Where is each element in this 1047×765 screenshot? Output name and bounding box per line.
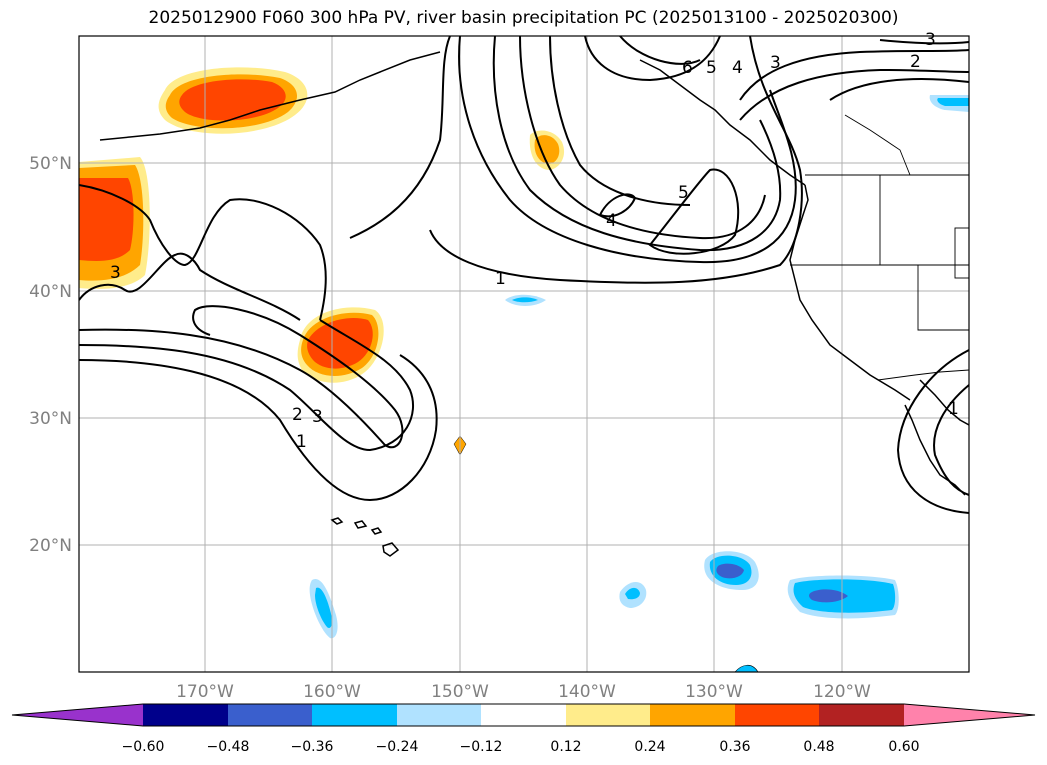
- lon-label: 150°W: [431, 682, 489, 702]
- contour-label: 1: [296, 432, 307, 452]
- colorbar-tick: 0.12: [550, 739, 581, 755]
- graticule: [79, 36, 969, 672]
- colorbar-tick: 0.48: [803, 739, 834, 755]
- contour-label: 5: [706, 58, 717, 78]
- contour-label: 6: [682, 58, 693, 78]
- colorbar-ticks: −0.60 −0.48 −0.36 −0.24 −0.12 0.12 0.24 …: [122, 739, 920, 755]
- colorbar-tick: −0.36: [291, 739, 334, 755]
- contour-label: 2: [292, 405, 303, 425]
- contour-label: 2: [910, 52, 921, 72]
- contour-label: 4: [732, 58, 743, 78]
- colorbar-segment: [904, 704, 1035, 726]
- colorbar-segment: [650, 704, 735, 726]
- contour-labels: 1 4 5 6 5 4 3 2 3 3 2 3 1 1: [110, 30, 959, 452]
- colorbar-tick: −0.24: [376, 739, 419, 755]
- contour-label: 3: [770, 53, 781, 73]
- colorbar-segment: [143, 704, 228, 726]
- lon-label: 130°W: [685, 682, 743, 702]
- coastlines: [99, 51, 969, 557]
- lon-label: 140°W: [558, 682, 616, 702]
- precipitation-shading: [79, 67, 969, 672]
- colorbar-tick: −0.60: [122, 739, 165, 755]
- colorbar-segment: [12, 704, 143, 726]
- colorbar-tick: 0.60: [888, 739, 919, 755]
- colorbar-tick: −0.12: [460, 739, 503, 755]
- lat-label: 30°N: [29, 409, 72, 429]
- lon-label: 170°W: [176, 682, 234, 702]
- colorbar-tick: 0.24: [634, 739, 665, 755]
- contour-label: 1: [948, 399, 959, 419]
- lon-label: 160°W: [303, 682, 361, 702]
- colorbar-tick: −0.48: [207, 739, 250, 755]
- contour-label: 3: [110, 263, 121, 283]
- contour-label: 5: [678, 183, 689, 203]
- contour-label: 1: [495, 269, 506, 289]
- colorbar-segment: [566, 704, 650, 726]
- contour-label: 3: [925, 30, 936, 50]
- colorbar-outline: [11, 703, 1036, 727]
- lat-label: 40°N: [29, 282, 72, 302]
- colorbar-segment: [481, 704, 566, 726]
- pv-contours: [79, 36, 969, 514]
- colorbar-segment: [397, 704, 481, 726]
- contour-label: 4: [606, 211, 617, 231]
- figure-title: 2025012900 F060 300 hPa PV, river basin …: [148, 8, 899, 28]
- colorbar-segment: [819, 704, 904, 726]
- lat-label: 20°N: [29, 536, 72, 556]
- map-frame: [78, 35, 970, 673]
- lon-label: 120°W: [813, 682, 871, 702]
- colorbar-segment: [312, 704, 397, 726]
- borders: [790, 114, 969, 381]
- lat-label: 50°N: [29, 154, 72, 174]
- colorbar-segment: [228, 704, 312, 726]
- colorbar: [11, 703, 1036, 727]
- colorbar-tick: 0.36: [719, 739, 750, 755]
- contour-label: 3: [312, 407, 323, 427]
- colorbar-segment: [735, 704, 819, 726]
